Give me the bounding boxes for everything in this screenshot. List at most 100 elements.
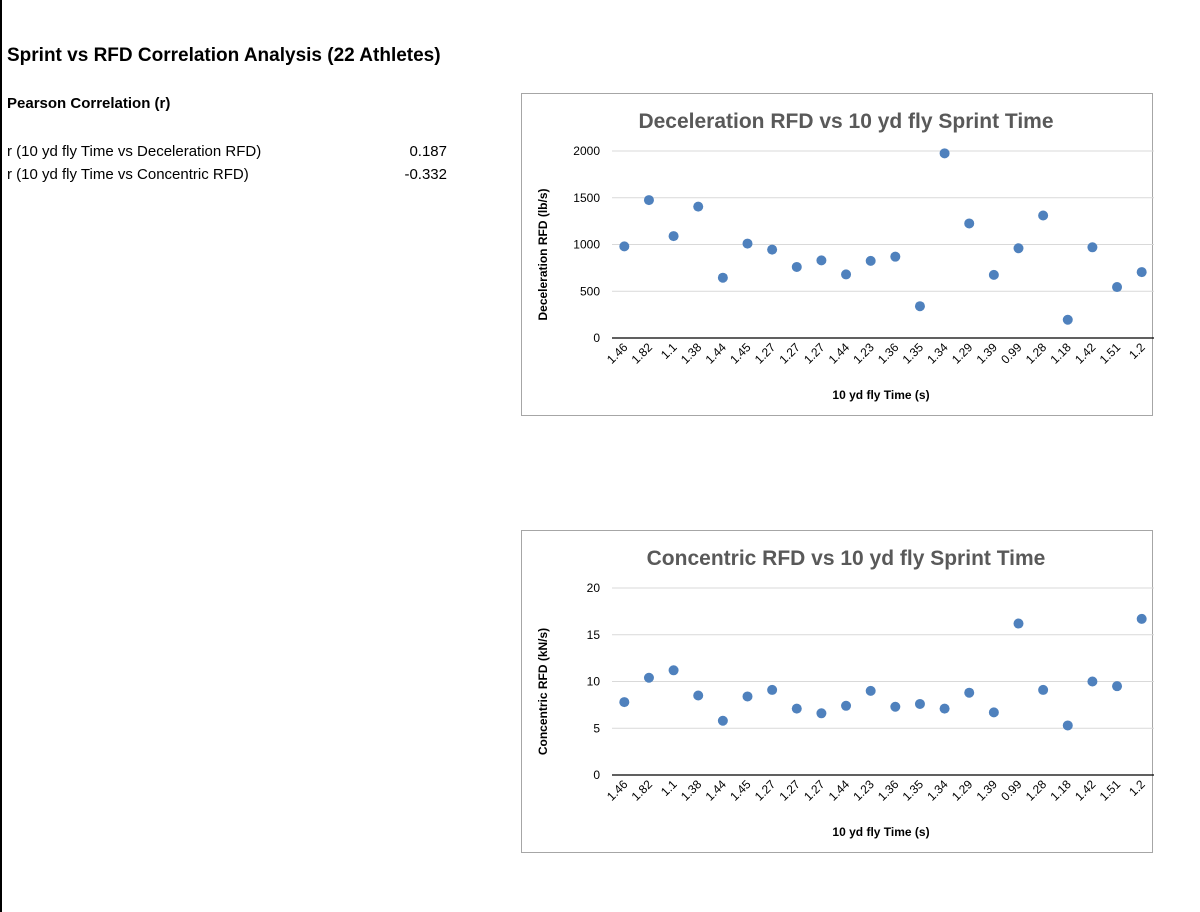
data-point xyxy=(791,703,802,714)
data-point xyxy=(1062,720,1073,731)
x-tick-label: 1.82 xyxy=(629,340,656,367)
data-point xyxy=(816,708,827,719)
data-point xyxy=(816,255,827,266)
x-tick-label: 1.46 xyxy=(604,777,631,804)
x-tick-label: 1.2 xyxy=(1126,340,1148,362)
data-point xyxy=(1112,282,1123,293)
data-point xyxy=(742,238,753,249)
x-tick-label: 1.46 xyxy=(604,340,631,367)
x-axis-title: 10 yd fly Time (s) xyxy=(832,388,929,402)
x-tick-label: 1.35 xyxy=(900,777,927,804)
data-point xyxy=(1013,243,1024,254)
data-point xyxy=(1038,210,1049,221)
x-tick-label: 1.1 xyxy=(658,777,680,799)
data-point xyxy=(643,672,654,683)
data-point xyxy=(890,701,901,712)
data-point xyxy=(964,687,975,698)
data-point xyxy=(1112,681,1123,692)
correlation-label: r (10 yd fly Time vs Concentric RFD) xyxy=(7,166,249,183)
x-tick-label: 1.44 xyxy=(826,340,853,367)
x-tick-label: 1.36 xyxy=(875,340,902,367)
data-point xyxy=(767,684,778,695)
chart-title: Deceleration RFD vs 10 yd fly Sprint Tim… xyxy=(638,110,1053,133)
data-point xyxy=(1087,676,1098,687)
data-point xyxy=(890,251,901,262)
page-title: Sprint vs RFD Correlation Analysis (22 A… xyxy=(7,45,441,66)
correlation-value: 0.187 xyxy=(409,143,447,160)
concentric-chart-svg: Concentric RFD vs 10 yd fly Sprint Time 0… xyxy=(536,547,1154,839)
concentric-rfd-chart: Concentric RFD vs 10 yd fly Sprint Time 0… xyxy=(521,530,1154,853)
data-point xyxy=(988,707,999,718)
y-tick-label: 20 xyxy=(587,581,601,595)
data-point xyxy=(643,195,654,206)
x-tick-label: 1.39 xyxy=(974,777,1001,804)
x-tick-label: 1.27 xyxy=(801,340,828,367)
correlation-row-deceleration: r (10 yd fly Time vs Deceleration RFD) 0… xyxy=(7,143,447,163)
y-tick-label: 0 xyxy=(593,768,600,782)
data-point xyxy=(1087,242,1098,253)
deceleration-rfd-chart: Deceleration RFD vs 10 yd fly Sprint Tim… xyxy=(521,93,1154,416)
data-point xyxy=(693,690,704,701)
x-tick-label: 0.99 xyxy=(998,340,1025,367)
data-point xyxy=(914,301,925,312)
x-tick-label: 1.44 xyxy=(703,777,730,804)
data-point xyxy=(1062,314,1073,325)
data-point xyxy=(742,691,753,702)
y-tick-label: 15 xyxy=(587,628,601,642)
x-tick-label: 1.45 xyxy=(727,777,754,804)
y-tick-label: 10 xyxy=(587,675,601,689)
data-point xyxy=(1136,613,1147,624)
data-point xyxy=(619,241,630,252)
correlation-row-concentric: r (10 yd fly Time vs Concentric RFD) -0.… xyxy=(7,166,447,186)
data-point xyxy=(668,231,679,242)
x-tick-label: 1.34 xyxy=(924,777,951,804)
x-tick-label: 1.35 xyxy=(900,340,927,367)
data-point xyxy=(717,272,728,283)
data-point xyxy=(865,685,876,696)
x-axis-title: 10 yd fly Time (s) xyxy=(832,825,929,839)
x-tick-label: 1.28 xyxy=(1023,340,1050,367)
x-tick-label: 1.42 xyxy=(1072,340,1099,367)
data-point xyxy=(939,703,950,714)
x-tick-label: 1.51 xyxy=(1097,777,1124,804)
y-tick-label: 0 xyxy=(593,331,600,345)
data-point xyxy=(1136,267,1147,278)
correlation-heading: Pearson Correlation (r) xyxy=(7,95,171,112)
data-point xyxy=(841,269,852,280)
x-tick-label: 1.28 xyxy=(1023,777,1050,804)
x-tick-label: 1.36 xyxy=(875,777,902,804)
data-point xyxy=(668,665,679,676)
x-tick-label: 1.82 xyxy=(629,777,656,804)
x-tick-label: 1.27 xyxy=(752,777,779,804)
chart-title: Concentric RFD vs 10 yd fly Sprint Time xyxy=(647,547,1046,570)
x-tick-label: 1.23 xyxy=(850,777,877,804)
data-point xyxy=(939,148,950,159)
x-tick-label: 1.29 xyxy=(949,777,976,804)
x-tick-label: 1.18 xyxy=(1047,777,1074,804)
data-point xyxy=(988,269,999,280)
data-point xyxy=(1013,618,1024,629)
x-tick-label: 1.42 xyxy=(1072,777,1099,804)
x-tick-label: 1.51 xyxy=(1097,340,1124,367)
y-tick-label: 5 xyxy=(593,721,600,735)
data-point xyxy=(914,698,925,709)
x-tick-label: 1.38 xyxy=(678,340,705,367)
data-point xyxy=(1038,684,1049,695)
data-point xyxy=(791,261,802,272)
x-tick-label: 1.45 xyxy=(727,340,754,367)
x-tick-label: 1.27 xyxy=(776,777,803,804)
y-tick-label: 500 xyxy=(580,284,600,298)
data-point xyxy=(865,255,876,266)
data-point xyxy=(717,715,728,726)
x-tick-label: 1.27 xyxy=(752,340,779,367)
y-axis-title: Deceleration RFD (lb/s) xyxy=(536,188,550,320)
x-tick-label: 1.27 xyxy=(776,340,803,367)
y-tick-label: 1500 xyxy=(573,191,600,205)
x-tick-label: 0.99 xyxy=(998,777,1025,804)
y-tick-label: 1000 xyxy=(573,238,600,252)
data-point xyxy=(619,697,630,708)
x-tick-label: 1.27 xyxy=(801,777,828,804)
x-tick-label: 1.34 xyxy=(924,340,951,367)
y-tick-label: 2000 xyxy=(573,144,600,158)
x-tick-label: 1.38 xyxy=(678,777,705,804)
